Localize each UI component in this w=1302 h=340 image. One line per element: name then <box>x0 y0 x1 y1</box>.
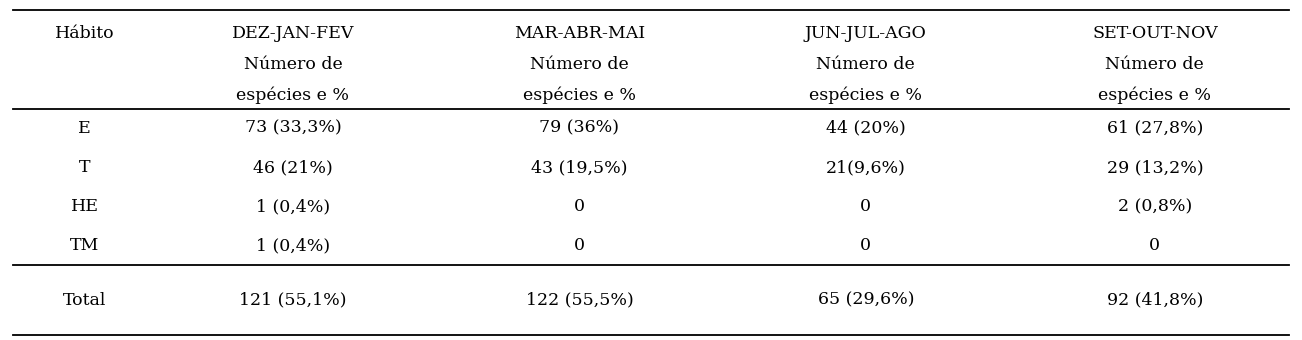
Text: Número de: Número de <box>816 56 915 73</box>
Text: 21(9,6%): 21(9,6%) <box>825 159 906 176</box>
Text: 1 (0,4%): 1 (0,4%) <box>256 198 329 215</box>
Text: espécies e %: espécies e % <box>523 86 635 104</box>
Text: espécies e %: espécies e % <box>1099 86 1211 104</box>
Text: 29 (13,2%): 29 (13,2%) <box>1107 159 1203 176</box>
Text: 0: 0 <box>1150 237 1160 254</box>
Text: 0: 0 <box>861 198 871 215</box>
Text: Número de: Número de <box>243 56 342 73</box>
Text: 92 (41,8%): 92 (41,8%) <box>1107 292 1203 309</box>
Text: 43 (19,5%): 43 (19,5%) <box>531 159 628 176</box>
Text: E: E <box>78 120 91 137</box>
Text: HE: HE <box>70 198 99 215</box>
Text: Número de: Número de <box>530 56 629 73</box>
Text: DEZ-JAN-FEV: DEZ-JAN-FEV <box>232 26 354 42</box>
Text: 46 (21%): 46 (21%) <box>253 159 333 176</box>
Text: 65 (29,6%): 65 (29,6%) <box>818 292 914 309</box>
Text: 0: 0 <box>574 237 585 254</box>
Text: espécies e %: espécies e % <box>237 86 349 104</box>
Text: 1 (0,4%): 1 (0,4%) <box>256 237 329 254</box>
Text: Número de: Número de <box>1105 56 1204 73</box>
Text: 2 (0,8%): 2 (0,8%) <box>1117 198 1193 215</box>
Text: 61 (27,8%): 61 (27,8%) <box>1107 120 1203 137</box>
Text: espécies e %: espécies e % <box>810 86 922 104</box>
Text: 73 (33,3%): 73 (33,3%) <box>245 120 341 137</box>
Text: 121 (55,1%): 121 (55,1%) <box>240 292 346 309</box>
Text: 0: 0 <box>861 237 871 254</box>
Text: 79 (36%): 79 (36%) <box>539 120 620 137</box>
Text: 122 (55,5%): 122 (55,5%) <box>526 292 633 309</box>
Text: 44 (20%): 44 (20%) <box>825 120 906 137</box>
Text: Hábito: Hábito <box>55 26 115 42</box>
Text: 0: 0 <box>574 198 585 215</box>
Text: TM: TM <box>70 237 99 254</box>
Text: Total: Total <box>62 292 107 309</box>
Text: SET-OUT-NOV: SET-OUT-NOV <box>1092 26 1217 42</box>
Text: JUN-JUL-AGO: JUN-JUL-AGO <box>805 26 927 42</box>
Text: MAR-ABR-MAI: MAR-ABR-MAI <box>514 26 644 42</box>
Text: T: T <box>79 159 90 176</box>
